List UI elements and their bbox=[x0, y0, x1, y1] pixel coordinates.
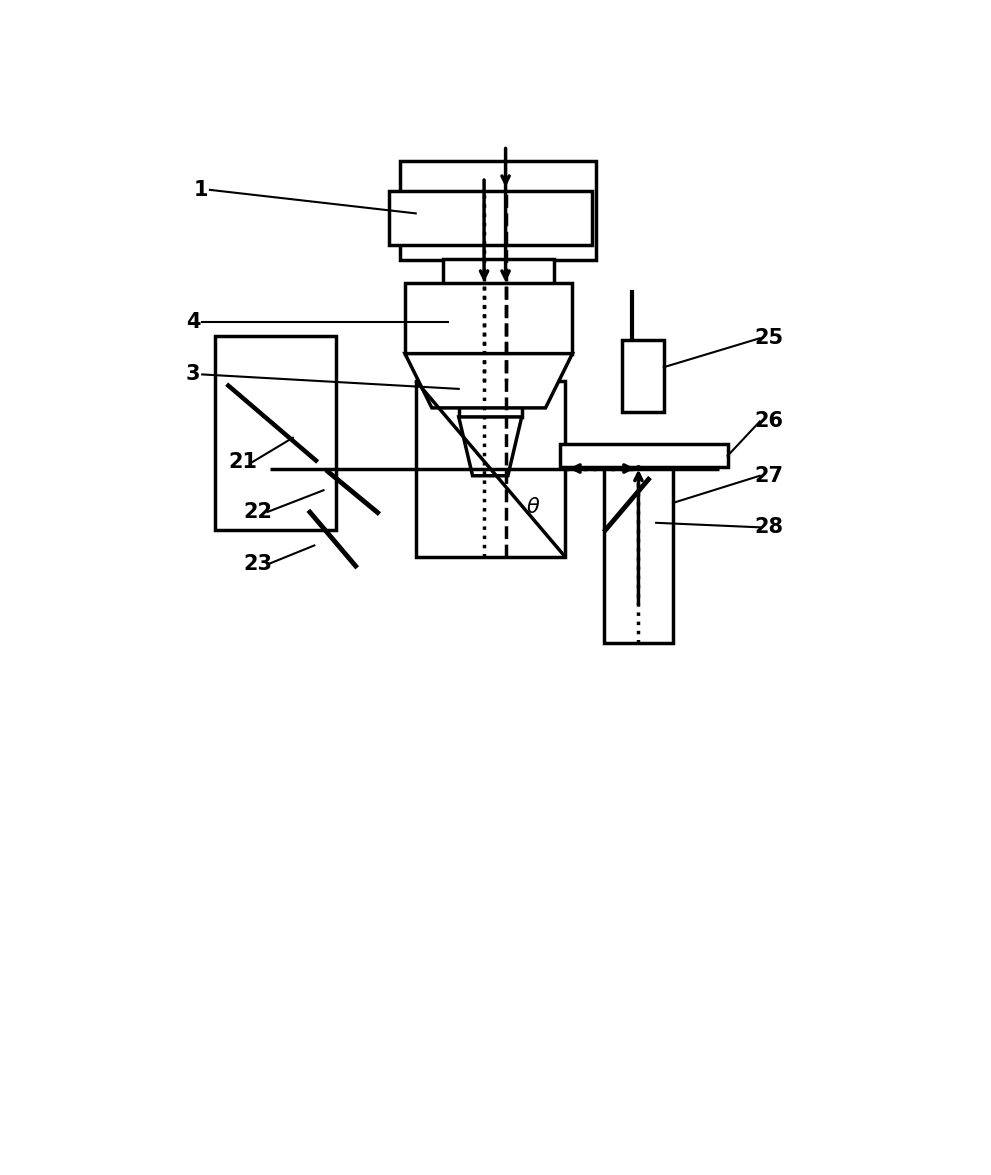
Bar bbox=[443, 258, 554, 286]
Bar bbox=[388, 190, 593, 246]
Text: 26: 26 bbox=[754, 411, 784, 431]
Polygon shape bbox=[405, 354, 573, 408]
Text: 22: 22 bbox=[244, 502, 273, 522]
Bar bbox=[214, 336, 336, 530]
Text: 21: 21 bbox=[228, 452, 258, 472]
Bar bbox=[400, 161, 597, 261]
Bar bbox=[560, 444, 727, 466]
Text: 4: 4 bbox=[185, 311, 200, 333]
Bar bbox=[621, 340, 664, 412]
Bar bbox=[405, 283, 573, 354]
Bar bbox=[604, 462, 673, 643]
Text: θ: θ bbox=[526, 497, 539, 517]
Text: 3: 3 bbox=[185, 364, 200, 384]
Bar bbox=[416, 381, 566, 557]
Text: 25: 25 bbox=[754, 328, 784, 348]
Text: 1: 1 bbox=[193, 180, 208, 200]
Text: 23: 23 bbox=[244, 555, 273, 575]
Bar bbox=[459, 351, 521, 417]
Text: 28: 28 bbox=[754, 517, 784, 537]
Text: 27: 27 bbox=[754, 465, 784, 485]
Polygon shape bbox=[459, 417, 521, 476]
